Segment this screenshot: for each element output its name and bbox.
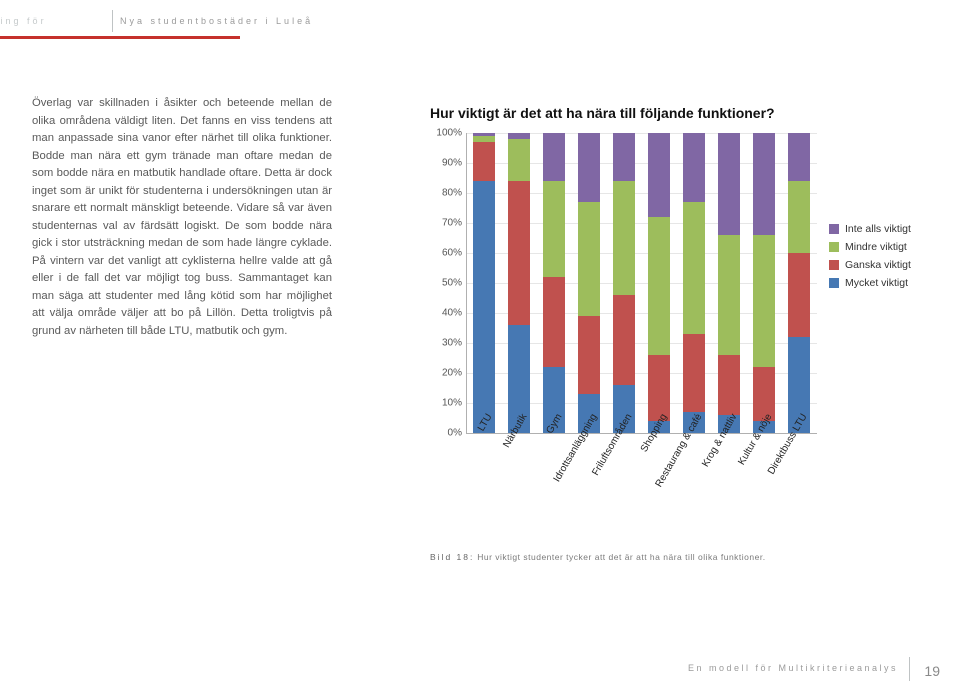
figure-caption: Bild 18: Hur viktigt studenter tycker at… <box>430 552 766 562</box>
header-right: Nya studentbostäder i Luleå <box>120 16 313 26</box>
bar-segment-inte <box>578 133 600 202</box>
legend-label: Mindre viktigt <box>845 241 907 253</box>
bar-segment-inte <box>543 133 565 181</box>
legend-label: Mycket viktigt <box>845 277 908 289</box>
bar-segment-ganska <box>473 142 495 181</box>
x-tick-label: Närbutik <box>502 412 530 450</box>
bar-segment-inte <box>718 133 740 235</box>
chart-bar <box>718 133 740 433</box>
chart-title: Hur viktigt är det att ha nära till följ… <box>430 105 940 121</box>
x-tick-label: Gym <box>545 412 565 436</box>
bar-segment-mindre <box>788 181 810 253</box>
chart-legend: Inte alls viktigt Mindre viktigt Ganska vi… <box>829 223 911 295</box>
bar-segment-ganska <box>718 355 740 415</box>
chart-bar <box>613 133 635 433</box>
bar-segment-inte <box>683 133 705 202</box>
x-tick-label: Friluftsområden <box>590 412 634 478</box>
page-number: 19 <box>924 663 940 679</box>
bar-segment-mindre <box>613 181 635 295</box>
bar-segment-ganska <box>543 277 565 367</box>
y-tick-label: 40% <box>442 308 462 319</box>
x-tick-label: Krog & nattliv <box>700 412 739 469</box>
bar-segment-mindre <box>648 217 670 355</box>
chart-y-axis: 0%10%20%30%40%50%60%70%80%90%100% <box>430 133 466 433</box>
y-tick-label: 50% <box>442 278 462 289</box>
bar-segment-ganska <box>613 295 635 385</box>
legend-item: Inte alls viktigt <box>829 223 911 235</box>
legend-item: Mycket viktigt <box>829 277 911 289</box>
y-tick-label: 80% <box>442 188 462 199</box>
y-tick-label: 60% <box>442 248 462 259</box>
chart-bar <box>473 133 495 433</box>
legend-item: Mindre viktigt <box>829 241 911 253</box>
x-tick-label: Kultur & nöje <box>737 412 775 467</box>
bar-segment-ganska <box>788 253 810 337</box>
chart-bar <box>508 133 530 433</box>
bar-segment-inte <box>648 133 670 217</box>
bar-segment-mindre <box>753 235 775 367</box>
y-tick-label: 10% <box>442 398 462 409</box>
bar-segment-mindre <box>543 181 565 277</box>
y-tick-label: 90% <box>442 158 462 169</box>
bar-segment-mindre <box>508 139 530 181</box>
bar-segment-inte <box>613 133 635 181</box>
y-tick-label: 0% <box>448 428 462 439</box>
chart-bar <box>543 133 565 433</box>
chart-row: 0%10%20%30%40%50%60%70%80%90%100% Inte a… <box>430 133 940 434</box>
bar-segment-inte <box>788 133 810 181</box>
bar-segment-mycket <box>473 181 495 433</box>
bar-segment-inte <box>753 133 775 235</box>
chart-x-axis-labels: LTUNärbutikGymIdrottsanläggningFriluftso… <box>466 412 816 562</box>
body-paragraph: Överlag var skillnaden i åsikter och bet… <box>32 95 332 340</box>
y-tick-label: 70% <box>442 218 462 229</box>
footer-title: En modell för Multikriterieanalys <box>688 663 898 673</box>
bar-segment-ganska <box>578 316 600 394</box>
chart-bar <box>578 133 600 433</box>
x-tick-label: Shopping <box>639 412 670 454</box>
x-tick-label: Direktbuss LTU <box>766 412 810 477</box>
chart-bar <box>683 133 705 433</box>
legend-item: Ganska viktigt <box>829 259 911 271</box>
legend-label: Ganska viktigt <box>845 259 911 271</box>
footer-rule <box>909 657 910 681</box>
bar-segment-mindre <box>578 202 600 316</box>
chart-container: Hur viktigt är det att ha nära till följ… <box>430 105 940 434</box>
legend-swatch <box>829 260 839 270</box>
chart-bar <box>788 133 810 433</box>
bar-segment-ganska <box>508 181 530 325</box>
y-tick-label: 100% <box>436 128 462 139</box>
legend-swatch <box>829 242 839 252</box>
caption-text: Hur viktigt studenter tycker att det är … <box>477 552 765 562</box>
header-left: Lokaliserings utredning för <box>0 16 47 26</box>
chart-plot-area <box>466 133 817 434</box>
bar-segment-mindre <box>683 202 705 334</box>
caption-prefix: Bild 18: <box>430 552 474 562</box>
header-accent-strip <box>0 36 240 39</box>
x-tick-label: LTU <box>476 412 495 433</box>
y-tick-label: 30% <box>442 338 462 349</box>
header-rule <box>112 10 113 32</box>
chart-bar <box>648 133 670 433</box>
bar-segment-ganska <box>683 334 705 412</box>
chart-bar <box>753 133 775 433</box>
y-tick-label: 20% <box>442 368 462 379</box>
legend-label: Inte alls viktigt <box>845 223 911 235</box>
bar-segment-mindre <box>718 235 740 355</box>
page: Lokaliserings utredning för Nya studentb… <box>0 0 960 691</box>
legend-swatch <box>829 224 839 234</box>
legend-swatch <box>829 278 839 288</box>
